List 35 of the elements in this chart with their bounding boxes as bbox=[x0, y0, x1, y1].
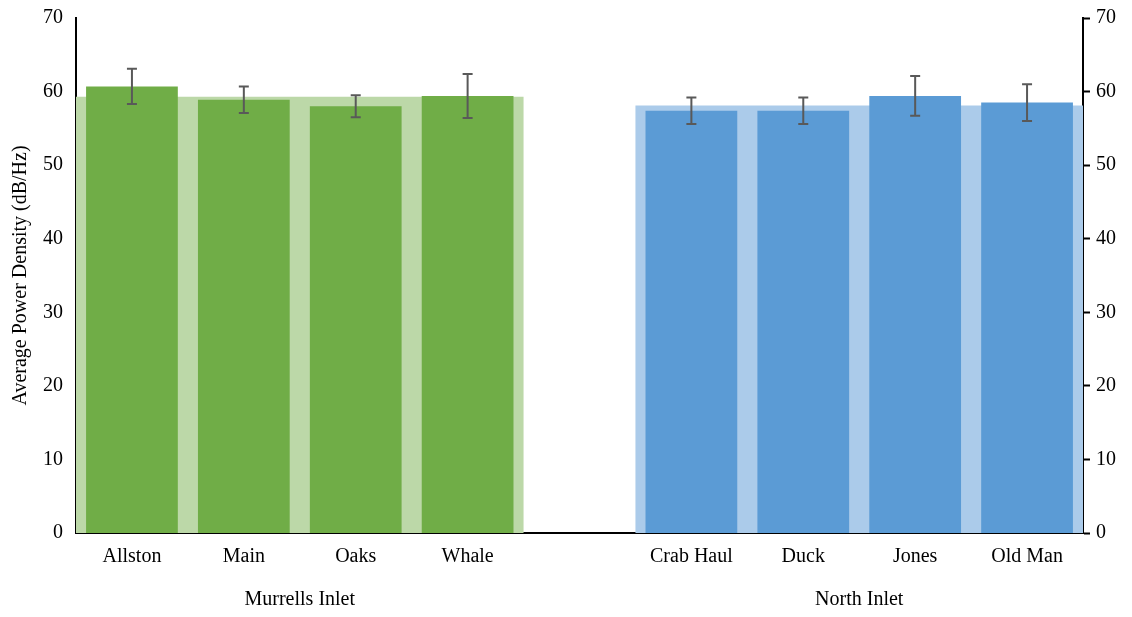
x-tick-label: Main bbox=[222, 544, 265, 567]
bar bbox=[421, 95, 514, 533]
y-tick-label: 0 bbox=[53, 520, 63, 543]
y-tick-label: 50 bbox=[43, 152, 63, 175]
x-tick-label: Jones bbox=[892, 544, 938, 567]
y2-tick-label: 70 bbox=[1096, 5, 1116, 28]
y2-tick-label: 20 bbox=[1096, 373, 1116, 396]
x-tick-label: Duck bbox=[781, 544, 825, 567]
y-axis-title: Average Power Density (dB/Hz) bbox=[8, 145, 32, 406]
y-tick-label: 40 bbox=[43, 225, 63, 248]
bar bbox=[757, 110, 850, 533]
bar bbox=[86, 86, 178, 533]
bar bbox=[981, 102, 1073, 533]
y-tick-label: 20 bbox=[43, 373, 63, 396]
bar bbox=[197, 99, 290, 533]
bar bbox=[645, 110, 738, 533]
y2-tick-label: 30 bbox=[1096, 299, 1116, 322]
text: Murrells Inlet bbox=[244, 587, 356, 610]
y2-tick-label: 0 bbox=[1096, 520, 1106, 543]
x-tick-label: Whale bbox=[441, 544, 494, 567]
y2-tick-label: 50 bbox=[1096, 152, 1116, 175]
y-tick-label: 60 bbox=[43, 78, 63, 101]
bar bbox=[869, 95, 962, 533]
y2-tick-label: 60 bbox=[1096, 78, 1116, 101]
bar bbox=[309, 106, 402, 533]
y2-tick-label: 40 bbox=[1096, 225, 1116, 248]
y-tick-label: 10 bbox=[43, 446, 63, 469]
y-tick-label: 30 bbox=[43, 299, 63, 322]
y2-tick-label: 10 bbox=[1096, 446, 1116, 469]
text: North Inlet bbox=[815, 587, 904, 610]
y-tick-label: 70 bbox=[43, 5, 63, 28]
x-tick-label: Allston bbox=[102, 544, 162, 567]
x-tick-label: Old Man bbox=[991, 544, 1063, 567]
x-tick-label: Crab Haul bbox=[650, 544, 734, 567]
x-tick-label: Oaks bbox=[335, 544, 377, 567]
